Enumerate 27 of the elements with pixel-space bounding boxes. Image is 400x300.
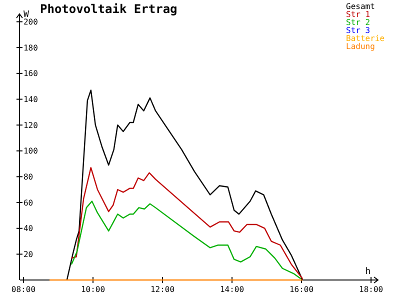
x-tick-label: 16:00 (289, 285, 314, 294)
text: Ladung (346, 42, 376, 51)
x-tick-label: 12:00 (150, 285, 175, 294)
y-tick-label: 160 (23, 69, 38, 78)
line-series (70, 200, 302, 280)
x-tick-label: 18:00 (359, 285, 384, 294)
y-tick-label: 20 (23, 250, 34, 259)
y-tick-label: 100 (23, 146, 38, 156)
text: Str 2 (346, 18, 370, 27)
y-tick-label: 180 (23, 43, 38, 52)
text: Str 1 (346, 10, 370, 19)
y-axis-title: W (23, 10, 30, 20)
y-tick-label: 80 (23, 172, 34, 182)
line-series (70, 167, 304, 280)
x-axis-title: h (365, 267, 371, 277)
legend-label: Str 3 (346, 26, 370, 35)
legend-label: Batterie (346, 34, 385, 43)
x-tick-label: 08:00 (11, 285, 36, 294)
y-tick-label: 200 (23, 18, 38, 27)
y-tick-label: 40 (23, 224, 34, 234)
chart-title: Photovoltaik Ertrag (40, 2, 178, 16)
y-tick-label: 140 (23, 95, 38, 104)
text: Gesamt (346, 2, 376, 11)
y-tick-label: 60 (23, 198, 34, 208)
x-tick-label: 14:00 (220, 285, 244, 294)
y-tick-label: 120 (23, 120, 38, 130)
x-tick-label: 10:00 (80, 285, 106, 294)
